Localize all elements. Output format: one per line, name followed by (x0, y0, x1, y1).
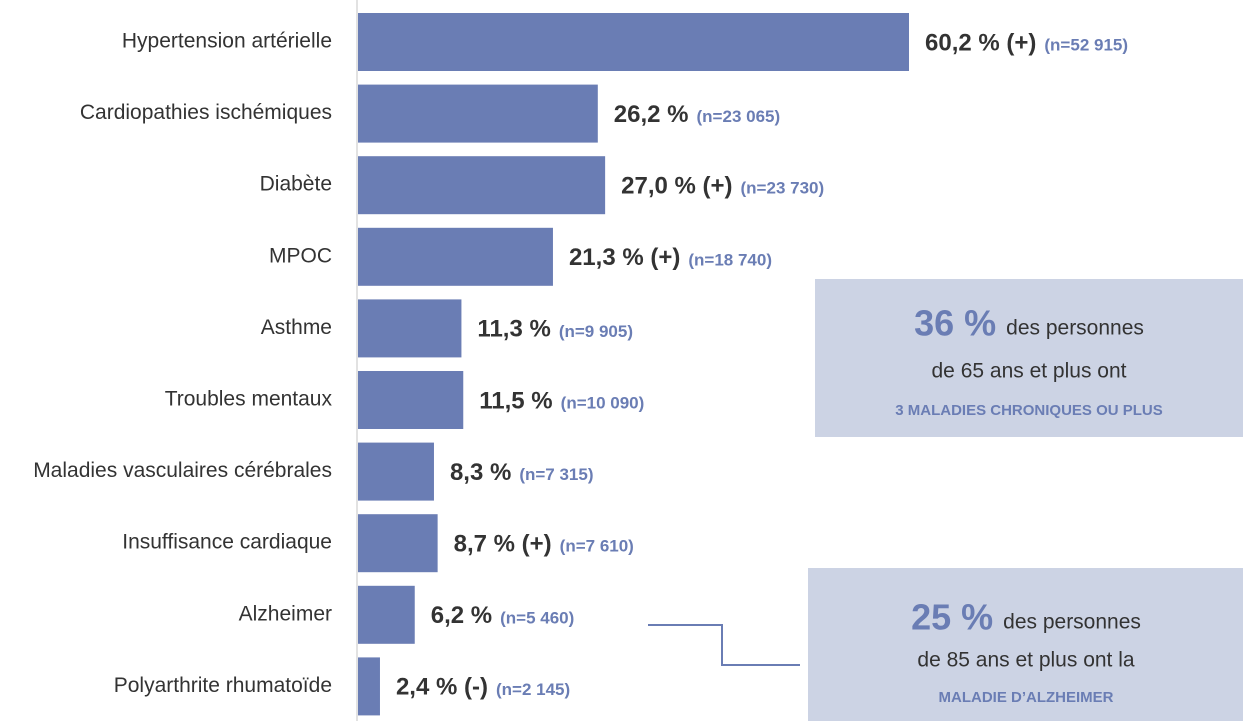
value-label: 27,0 % (+) (621, 173, 732, 200)
value-label: 21,3 % (+) (569, 244, 680, 271)
category-label: MPOC (269, 244, 332, 267)
n-label: (n=9 905) (559, 322, 633, 341)
n-label: (n=7 610) (560, 537, 634, 556)
value-label: 11,3 % (477, 316, 550, 343)
bar (358, 371, 464, 429)
annotation-text: des personnes (1003, 611, 1141, 634)
annotation-highlight: 25 % (911, 597, 993, 638)
annotation-line: 3 MALADIES CHRONIQUES OU PLUS (895, 402, 1163, 419)
n-label: (n=7 315) (519, 465, 593, 484)
annotation-line: MALADIE D’ALZHEIMER (939, 689, 1114, 706)
value-label: 6,2 % (431, 602, 492, 629)
annotation-line: de 65 ans et plus ont (932, 360, 1127, 383)
n-label: (n=5 460) (500, 608, 574, 627)
n-label: (n=2 145) (496, 680, 570, 699)
category-label: Troubles mentaux (165, 388, 333, 411)
connector (648, 624, 800, 666)
bar (358, 585, 415, 644)
n-label: (n=23 730) (741, 179, 825, 198)
category-label: Diabète (260, 173, 332, 196)
category-label: Polyarthrite rhumatoïde (114, 674, 332, 697)
category-label: Asthme (261, 316, 332, 339)
bar (358, 657, 380, 716)
bar (358, 299, 462, 358)
value-label: 8,3 % (450, 459, 511, 486)
category-label: Insuffisance cardiaque (122, 531, 332, 554)
value-label: 60,2 % (+) (925, 29, 1036, 56)
value-label: 26,2 % (614, 101, 689, 128)
n-label: (n=23 065) (697, 107, 781, 126)
value-label: 8,7 % (+) (454, 531, 552, 558)
bar (358, 514, 438, 573)
bar (358, 156, 606, 215)
n-label: (n=18 740) (688, 250, 772, 269)
n-label: (n=52 915) (1044, 35, 1128, 54)
category-label: Alzheimer (239, 602, 332, 625)
bar (358, 84, 598, 143)
bar (358, 442, 434, 501)
value-label: 11,5 % (479, 387, 552, 414)
bar (358, 227, 553, 286)
n-label: (n=10 090) (561, 393, 645, 412)
bar (358, 13, 909, 71)
category-label: Hypertension artérielle (122, 30, 332, 53)
annotation-text: des personnes (1006, 317, 1144, 340)
annotation-box (808, 568, 1243, 721)
annotation-box (815, 279, 1243, 437)
category-label: Maladies vasculaires cérébrales (33, 459, 332, 482)
value-label: 2,4 % (-) (396, 674, 488, 701)
annotation-highlight: 36 % (914, 303, 996, 344)
annotation-line: de 85 ans et plus ont la (917, 649, 1134, 672)
category-label: Cardiopathies ischémiques (80, 101, 332, 124)
